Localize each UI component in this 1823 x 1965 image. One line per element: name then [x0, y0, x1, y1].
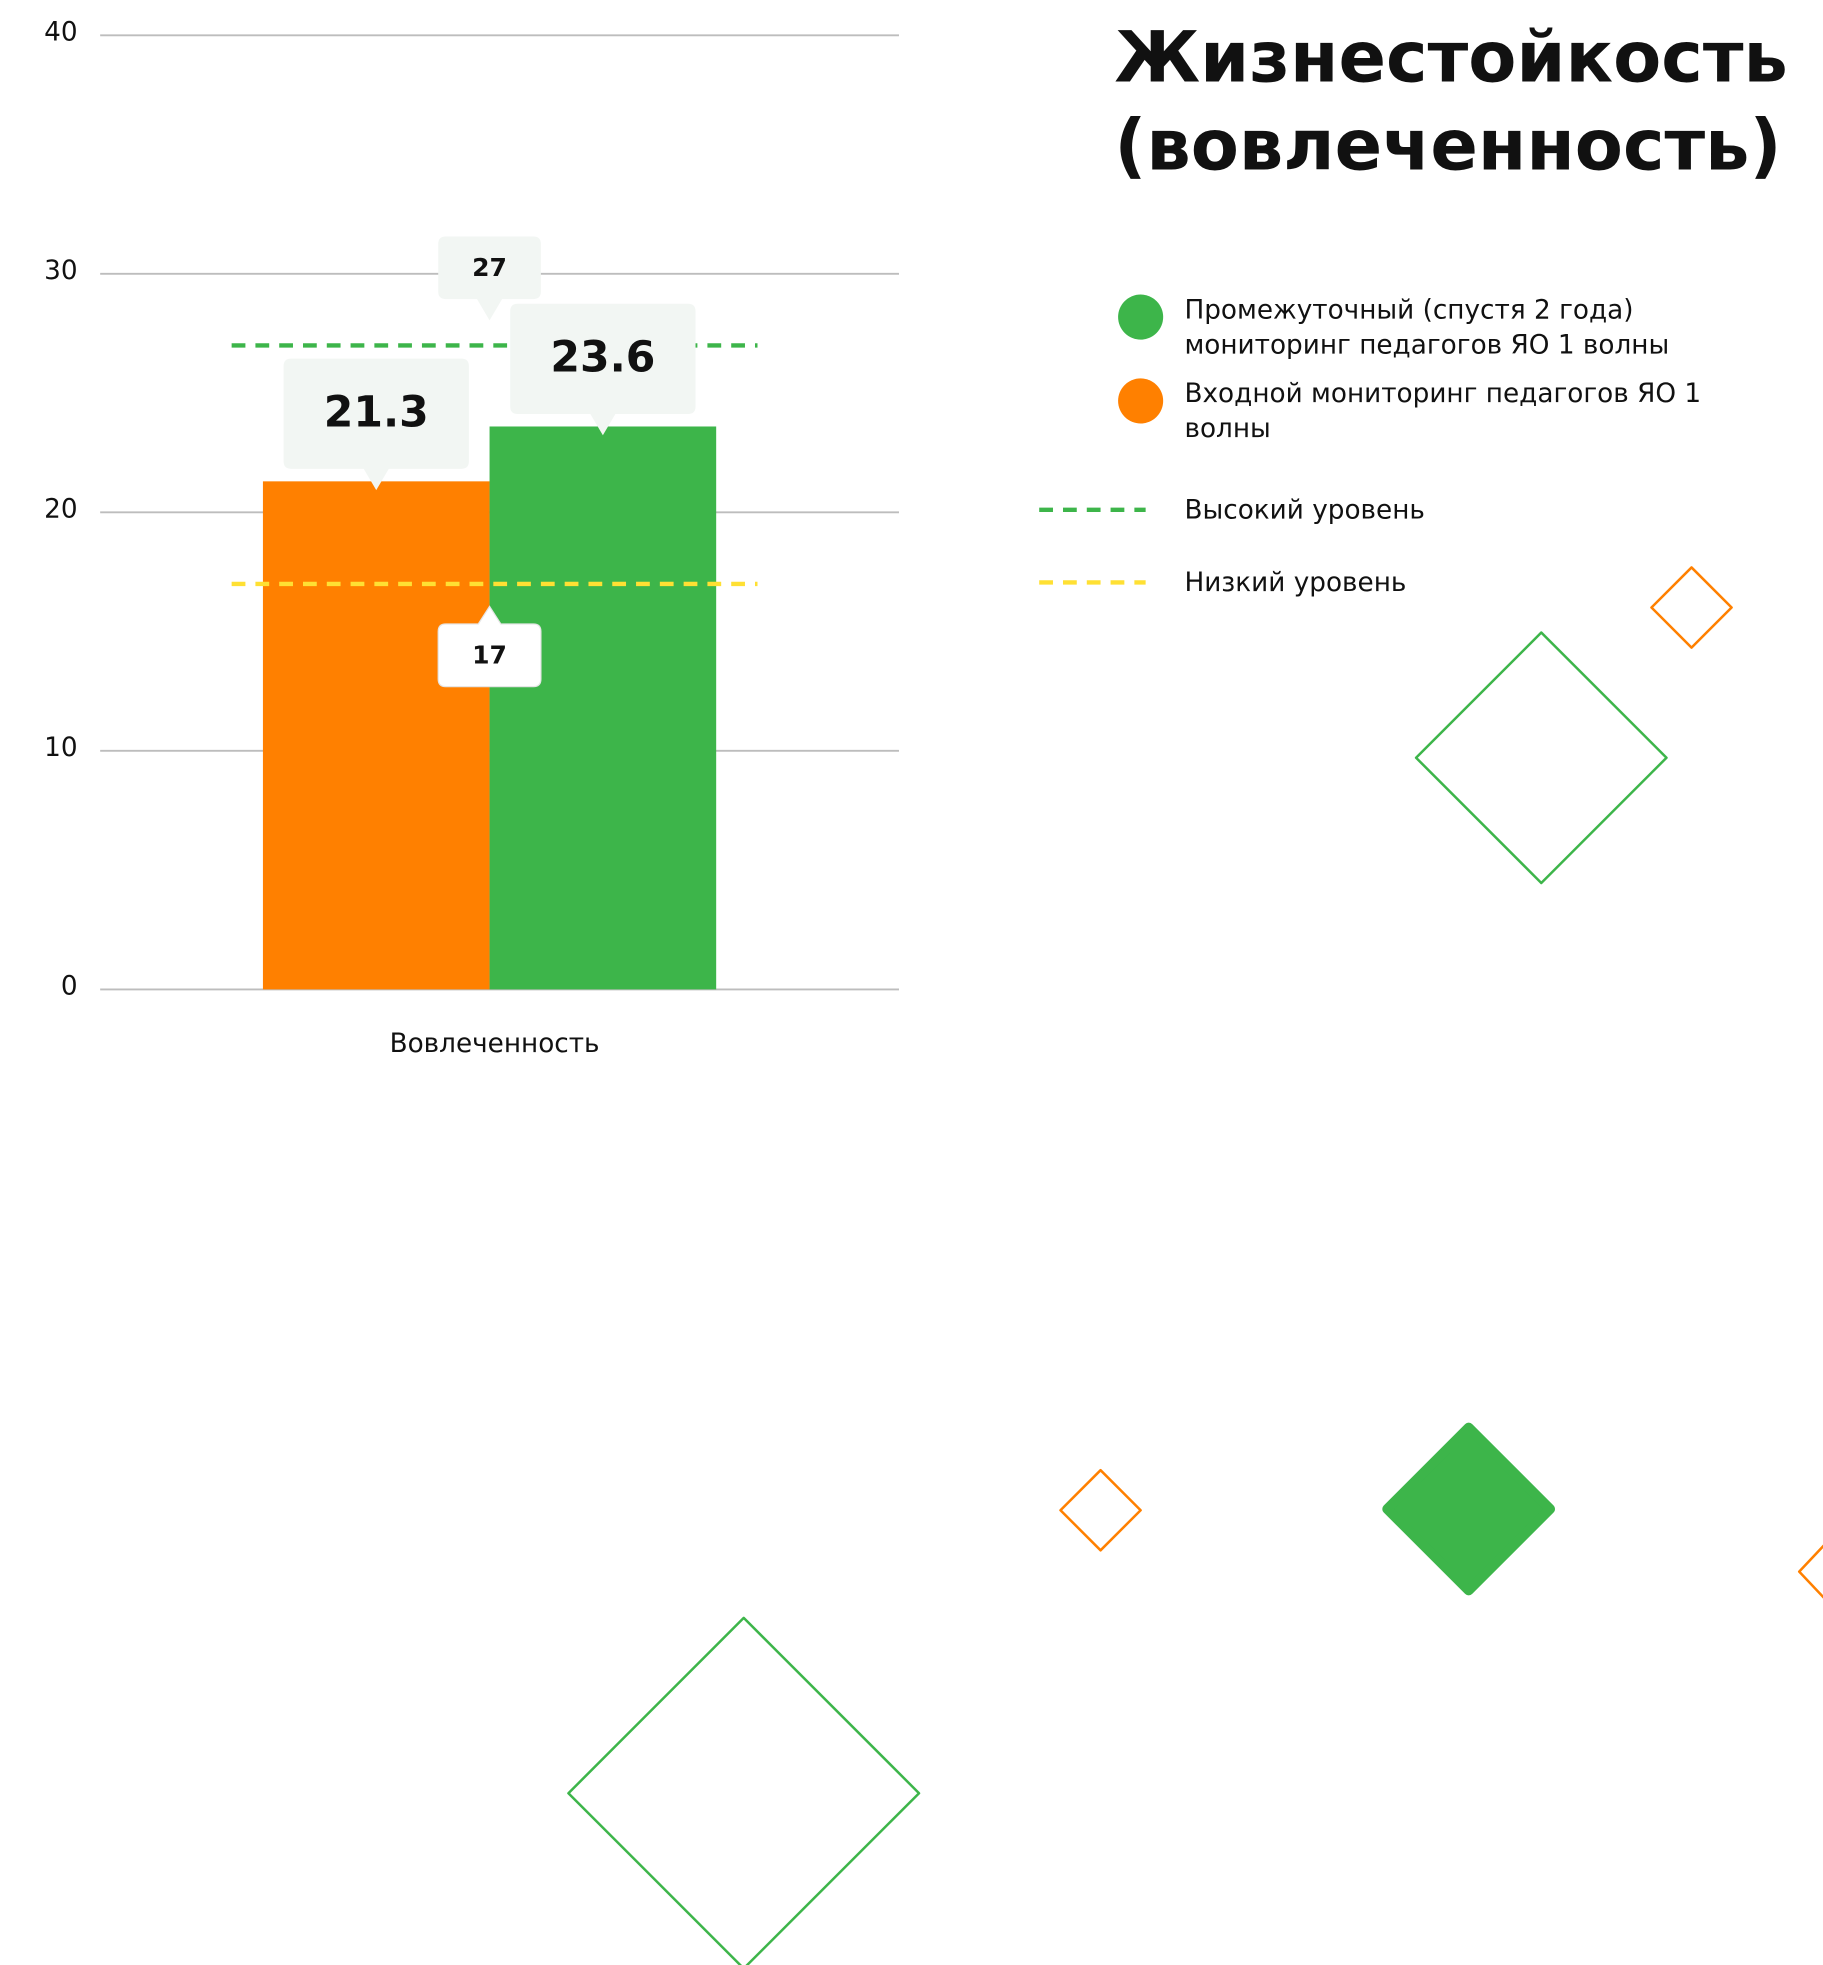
data-label: 23.6 — [550, 333, 655, 383]
diamond — [568, 1618, 919, 1965]
y-tick-label: 20 — [44, 494, 77, 524]
diamond — [1416, 633, 1666, 883]
legend-box: Высокий уровень — [1184, 492, 1760, 567]
data-label: 27 — [472, 253, 507, 282]
diamond — [1799, 1528, 1823, 1616]
legend-label: Промежуточный (спустя 2 года) мониторинг… — [1184, 292, 1760, 362]
chart-title: Жизнестойкость (вовлеченность) — [1114, 15, 1815, 190]
legend-marker — [1118, 294, 1163, 339]
legend-label: Низкий уровень — [1184, 565, 1760, 600]
legend-marker — [1118, 378, 1163, 423]
y-tick-label: 30 — [44, 256, 77, 286]
bar — [263, 481, 490, 989]
y-tick-label: 10 — [44, 733, 77, 763]
chart: Жизнестойкость (вовлеченность) Вовлеченн… — [0, 0, 1823, 1965]
x-tick-label: Вовлеченность — [390, 1029, 600, 1059]
legend-box: Низкий уровень — [1184, 565, 1760, 640]
data-label: 21.3 — [324, 387, 429, 437]
data-label: 17 — [472, 641, 507, 670]
legend-box: Входной мониторинг педагогов ЯО 1 волны — [1184, 376, 1760, 451]
legend-label: Входной мониторинг педагогов ЯО 1 волны — [1184, 376, 1760, 446]
y-tick-label: 0 — [61, 971, 78, 1001]
bar — [490, 426, 717, 989]
diamond — [1060, 1470, 1140, 1550]
page: Жизнестойкость (вовлеченность) Вовлеченн… — [0, 0, 1823, 1965]
title-box: Жизнестойкость (вовлеченность) — [1114, 15, 1815, 203]
decor — [568, 567, 1823, 1965]
legend-box: Промежуточный (спустя 2 года) мониторинг… — [1184, 292, 1760, 367]
diamond — [1387, 1428, 1550, 1591]
legend-label: Высокий уровень — [1184, 492, 1760, 527]
y-tick-label: 40 — [44, 17, 77, 47]
